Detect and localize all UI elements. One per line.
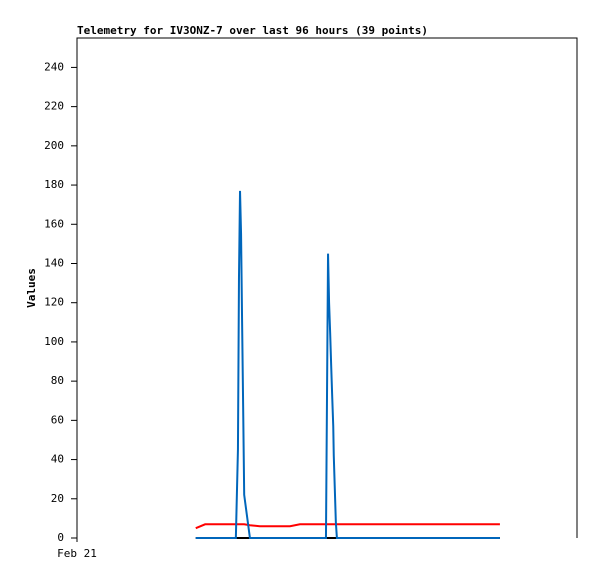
- series-line: [195, 523, 500, 530]
- chart-title: Telemetry for IV3ONZ-7 over last 96 hour…: [77, 24, 428, 37]
- y-tick-label: 60: [51, 413, 64, 426]
- y-tick-label: 200: [44, 139, 64, 152]
- y-axis-label: Values: [25, 268, 38, 308]
- series-line: [195, 190, 500, 539]
- y-tick-label: 40: [51, 453, 64, 466]
- y-tick-label: 80: [51, 374, 64, 387]
- y-tick-label: 180: [44, 178, 64, 191]
- y-tick-label: 220: [44, 100, 64, 113]
- y-tick-label: 120: [44, 296, 64, 309]
- y-tick-label: 240: [44, 60, 64, 73]
- x-tick-label: Feb 21: [57, 547, 97, 560]
- y-tick-label: 140: [44, 256, 64, 269]
- y-tick-label: 100: [44, 335, 64, 348]
- y-tick-label: 0: [57, 531, 64, 544]
- y-tick-label: 160: [44, 217, 64, 230]
- y-tick-label: 20: [51, 492, 64, 505]
- plot-frame: [76, 37, 578, 538]
